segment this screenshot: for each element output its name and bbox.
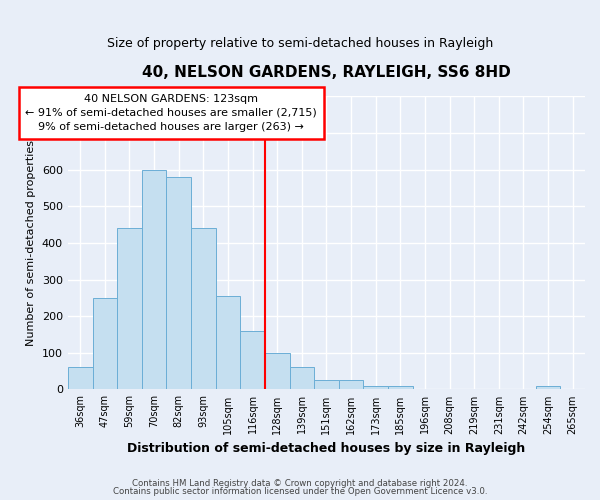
Bar	[290, 368, 314, 390]
X-axis label: Distribution of semi-detached houses by size in Rayleigh: Distribution of semi-detached houses by …	[127, 442, 526, 455]
Text: Contains public sector information licensed under the Open Government Licence v3: Contains public sector information licen…	[113, 487, 487, 496]
Text: Size of property relative to semi-detached houses in Rayleigh: Size of property relative to semi-detach…	[107, 38, 493, 51]
Bar	[117, 228, 142, 390]
Bar	[215, 296, 240, 390]
Bar	[68, 368, 92, 390]
Title: 40, NELSON GARDENS, RAYLEIGH, SS6 8HD: 40, NELSON GARDENS, RAYLEIGH, SS6 8HD	[142, 65, 511, 80]
Bar	[142, 170, 166, 390]
Text: Contains HM Land Registry data © Crown copyright and database right 2024.: Contains HM Land Registry data © Crown c…	[132, 478, 468, 488]
Bar	[314, 380, 339, 390]
Bar	[240, 331, 265, 390]
Y-axis label: Number of semi-detached properties: Number of semi-detached properties	[26, 140, 37, 346]
Bar	[388, 386, 413, 390]
Bar	[536, 386, 560, 390]
Bar	[166, 177, 191, 390]
Bar	[191, 228, 215, 390]
Bar	[265, 353, 290, 390]
Bar	[339, 380, 364, 390]
Text: 40 NELSON GARDENS: 123sqm
← 91% of semi-detached houses are smaller (2,715)
9% o: 40 NELSON GARDENS: 123sqm ← 91% of semi-…	[25, 94, 317, 132]
Bar	[364, 386, 388, 390]
Bar	[92, 298, 117, 390]
